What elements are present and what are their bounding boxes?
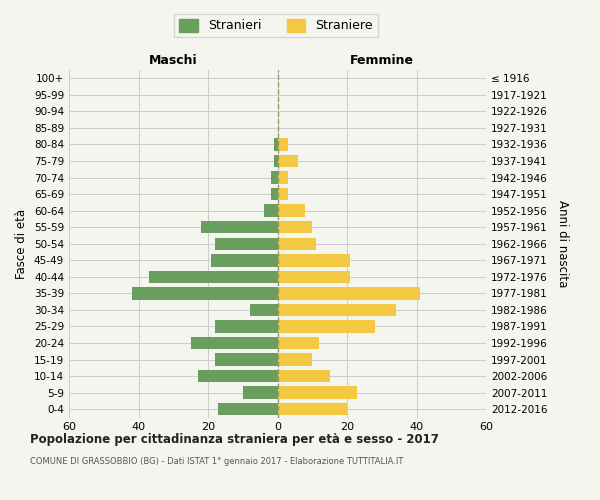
Bar [149,270,277,283]
Bar [215,238,277,250]
Bar [277,155,298,167]
Bar [243,386,277,399]
Bar [277,221,312,234]
Legend: Stranieri, Straniere: Stranieri, Straniere [174,14,378,38]
Bar [215,354,277,366]
Bar [201,221,277,234]
Bar [218,403,277,415]
Text: COMUNE DI GRASSOBBIO (BG) - Dati ISTAT 1° gennaio 2017 - Elaborazione TUTTITALIA: COMUNE DI GRASSOBBIO (BG) - Dati ISTAT 1… [30,458,403,466]
Bar [250,304,277,316]
Bar [277,172,288,184]
Bar [263,204,277,217]
Bar [277,337,319,349]
Text: Femmine: Femmine [350,54,414,66]
Bar [277,254,350,266]
Bar [277,188,288,200]
Y-axis label: Fasce di età: Fasce di età [16,208,28,279]
Bar [131,287,277,300]
Bar [211,254,277,266]
Bar [277,354,312,366]
Text: Popolazione per cittadinanza straniera per età e sesso - 2017: Popolazione per cittadinanza straniera p… [30,432,439,446]
Text: Maschi: Maschi [149,54,197,66]
Y-axis label: Anni di nascita: Anni di nascita [556,200,569,288]
Bar [277,238,316,250]
Bar [277,386,358,399]
Bar [215,320,277,332]
Bar [277,403,347,415]
Bar [274,138,277,150]
Bar [277,320,375,332]
Bar [271,172,277,184]
Bar [274,155,277,167]
Bar [271,188,277,200]
Bar [191,337,277,349]
Bar [277,287,420,300]
Bar [277,304,395,316]
Bar [277,138,288,150]
Bar [277,370,329,382]
Bar [197,370,277,382]
Bar [277,270,350,283]
Bar [277,204,305,217]
